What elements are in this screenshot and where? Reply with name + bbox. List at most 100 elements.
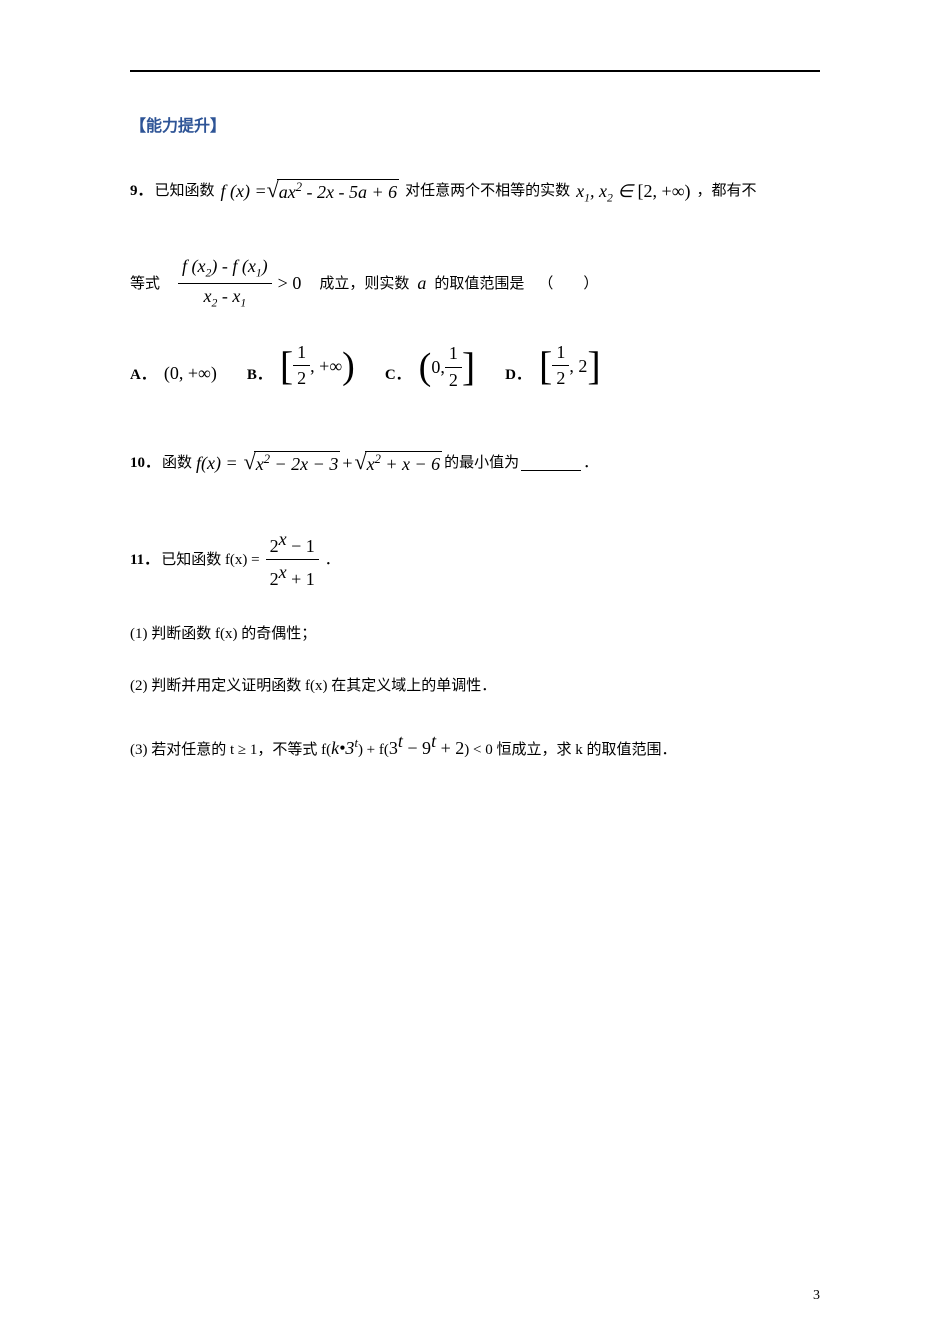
answer-blank[interactable]	[521, 456, 581, 471]
a2-m: − 9	[403, 738, 431, 758]
fd-x1: x	[204, 286, 212, 306]
choice-d-label: D．	[505, 354, 531, 396]
cd-num: 1	[552, 342, 569, 367]
x-comma: ,	[590, 181, 599, 201]
fn-mid: ) - f (x	[211, 256, 255, 276]
problem-10-period: ．	[583, 442, 598, 484]
p11-period: ．	[325, 539, 340, 581]
sub-problem-3: (3) 若对任意的 t ≥ 1，不等式 f(k•3t) + f(3t − 9t …	[130, 725, 820, 764]
problem-10-number: 10．	[130, 442, 160, 484]
sub3-arg1: k•3t	[331, 738, 358, 758]
problem-11-number: 11．	[130, 539, 159, 581]
problem-9-number: 9．	[130, 170, 153, 212]
p10-sqrt1: √ x2 − 2x − 3	[244, 451, 341, 476]
s1-x: x	[256, 454, 264, 474]
sqrt-expr: √ ax2 - 2x - 5a + 6	[267, 179, 400, 204]
p10-plus: +	[342, 438, 352, 488]
problem-10-text2: 的最小值为	[444, 442, 519, 484]
problem-9-line1: 9． 已知函数 f (x) = √ ax2 - 2x - 5a + 6 对任意两…	[130, 166, 820, 216]
lparen-icon: (	[419, 352, 432, 382]
p10-func: f(x) =	[196, 438, 238, 488]
cc-head: 0,	[431, 342, 445, 392]
fn-end: )	[262, 256, 268, 276]
sub-problem-1: (1) 判断函数 f(x) 的奇偶性；	[130, 621, 820, 648]
page-content: 【能力提升】 9． 已知函数 f (x) = √ ax2 - 2x - 5a +…	[0, 0, 950, 764]
func-lhs: f (x) =	[221, 166, 267, 216]
choice-c-expr: ( 0, 1 2 ]	[419, 342, 475, 392]
sub3-arg2: 3t − 9t + 2	[389, 738, 464, 758]
sub3-pre: (3) 若对任意的 t ≥ 1，不等式 f(	[130, 742, 331, 758]
p11d-t: + 1	[287, 569, 315, 589]
a2-t: + 2	[436, 738, 464, 758]
problem-11-subproblems: (1) 判断函数 f(x) 的奇偶性； (2) 判断并用定义证明函数 f(x) …	[130, 621, 820, 764]
choice-a-expr: (0, +∞)	[164, 348, 217, 398]
problem-9-text3: ，都有不	[697, 170, 757, 212]
rbracket-icon: ]	[462, 351, 475, 383]
choice-a: A． (0, +∞)	[130, 348, 217, 398]
p11n-b: 2	[270, 536, 279, 556]
inequality-expr: f (x2) - f (x1) x2 - x1 > 0	[178, 256, 301, 310]
s2-x: x	[367, 454, 375, 474]
problem-9-text2: 对任意两个不相等的实数	[405, 170, 570, 212]
problem-9-text1: 已知函数	[155, 170, 215, 212]
frac-denominator: x2 - x1	[200, 284, 251, 311]
sqrt-rest: - 2x - 5a + 6	[302, 182, 397, 202]
x1x2-range: x1, x2 ∈ [2, +∞)	[576, 166, 690, 216]
x-in: ∈	[613, 181, 638, 201]
problem-10-text1: 函数	[162, 442, 192, 484]
choice-b-frac: 1 2	[293, 342, 310, 390]
page-number: 3	[813, 1288, 820, 1304]
choice-paren: （ ）	[538, 263, 598, 305]
cd-den: 2	[552, 366, 569, 390]
p11n-t: − 1	[287, 536, 315, 556]
choice-d-frac: 1 2	[552, 342, 569, 390]
a2-a: 3	[389, 738, 398, 758]
p11-den: 2x + 1	[266, 560, 319, 591]
problem-9-text4: 等式	[130, 263, 160, 305]
cc-num: 1	[445, 343, 462, 368]
problem-9: 9． 已知函数 f (x) = √ ax2 - 2x - 5a + 6 对任意两…	[130, 166, 820, 398]
choice-b: B． [ 1 2 , +∞ )	[247, 341, 355, 396]
fd-minus: - x	[217, 286, 240, 306]
cd-tail: , 2	[569, 341, 587, 391]
p11n-e: x	[279, 529, 287, 549]
section-title: 【能力提升】	[130, 112, 820, 136]
problem-11-text1: 已知函数 f(x) =	[161, 539, 259, 581]
sub3-mid: ) + f(	[358, 742, 389, 758]
a1-k: k•3	[331, 738, 354, 758]
rbracket-d-icon: ]	[587, 350, 600, 382]
x-range: [2, +∞)	[638, 181, 691, 201]
p11-num: 2x − 1	[266, 529, 319, 561]
problem-9-choices: A． (0, +∞) B． [ 1 2 , +∞ ) C． (	[130, 341, 820, 399]
problem-11: 11． 已知函数 f(x) = 2x − 1 2x + 1 ． (1) 判断函数…	[130, 529, 820, 765]
cb-tail: , +∞	[310, 341, 342, 391]
problem-9-line2: 等式 f (x2) - f (x1) x2 - x1 > 0 成立，则实数 a …	[130, 256, 820, 310]
fn-f1: f (x	[182, 256, 205, 276]
rparen-icon: )	[342, 351, 355, 381]
choice-c-label: C．	[385, 354, 411, 396]
problem-9-text5: 成立，则实数	[319, 263, 409, 305]
sqrt-body: ax2 - 2x - 5a + 6	[277, 179, 399, 204]
problem-9-text6: 的取值范围是	[434, 263, 524, 305]
param-a: a	[417, 258, 426, 308]
sqrt-ax: ax	[279, 182, 296, 202]
choice-c-frac: 1 2	[445, 343, 462, 391]
lbracket-d-icon: [	[539, 350, 552, 382]
x2: x	[599, 181, 607, 201]
problem-10-line: 10． 函数 f(x) = √ x2 − 2x − 3 + √ x2 + x −…	[130, 438, 820, 488]
frac-numerator: f (x2) - f (x1)	[178, 256, 272, 284]
choice-b-expr: [ 1 2 , +∞ )	[280, 341, 355, 391]
cb-num: 1	[293, 342, 310, 367]
p11d-e: x	[279, 562, 287, 582]
choice-b-label: B．	[247, 354, 272, 396]
p10-sqrt1-body: x2 − 2x − 3	[254, 451, 341, 476]
s1-rest: − 2x − 3	[270, 454, 338, 474]
cc-den: 2	[445, 368, 462, 392]
p10-sqrt2-body: x2 + x − 6	[365, 451, 443, 476]
choice-d-expr: [ 1 2 , 2 ]	[539, 341, 601, 391]
sub3-post: ) < 0 恒成立，求 k 的取值范围．	[464, 742, 676, 758]
problem-11-line: 11． 已知函数 f(x) = 2x − 1 2x + 1 ．	[130, 529, 820, 591]
lbracket-icon: [	[280, 350, 293, 382]
x1: x	[576, 181, 584, 201]
p11-frac: 2x − 1 2x + 1	[266, 529, 319, 591]
